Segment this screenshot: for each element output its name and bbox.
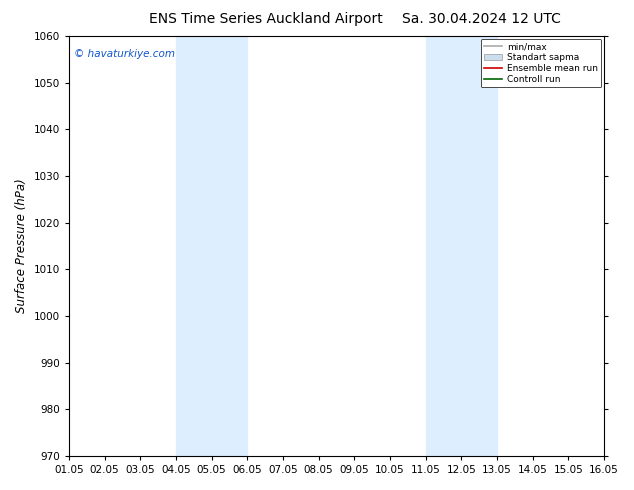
Bar [425,36,497,456]
Text: ENS Time Series Auckland Airport: ENS Time Series Auckland Airport [150,12,383,26]
Text: Sa. 30.04.2024 12 UTC: Sa. 30.04.2024 12 UTC [403,12,561,26]
Y-axis label: Surface Pressure (hPa): Surface Pressure (hPa) [15,179,28,314]
Text: © havaturkiye.com: © havaturkiye.com [74,49,175,59]
Bar [176,36,247,456]
Legend: min/max, Standart sapma, Ensemble mean run, Controll run: min/max, Standart sapma, Ensemble mean r… [481,39,602,88]
